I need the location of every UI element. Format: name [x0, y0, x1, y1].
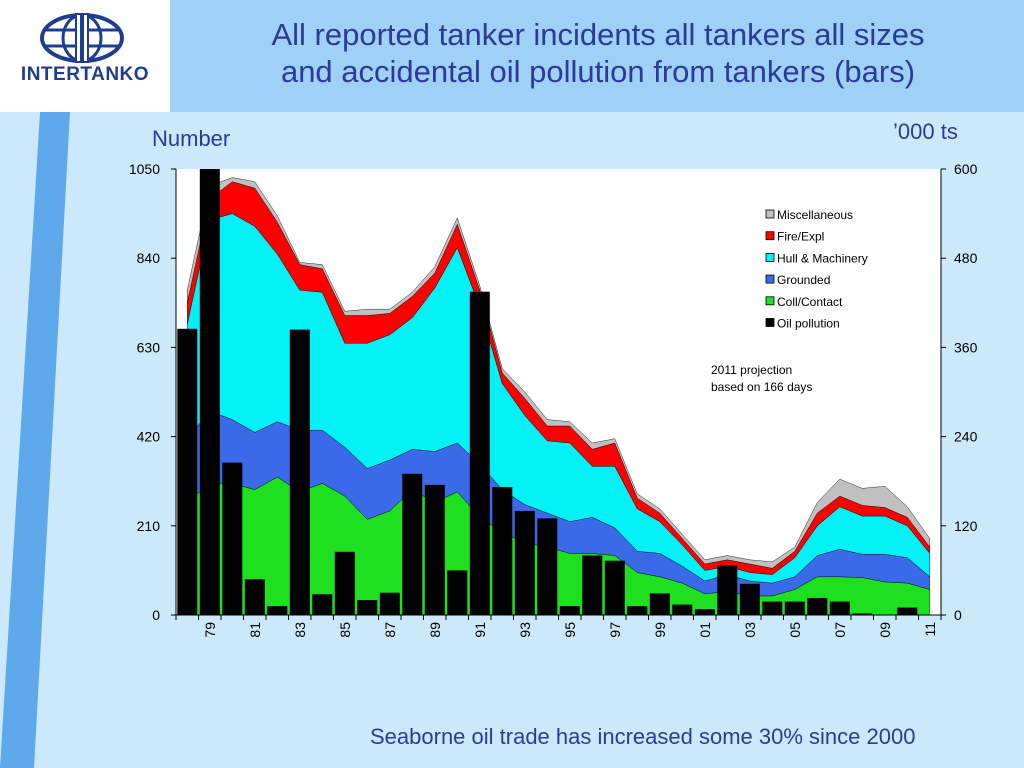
oil-pollution-bar	[334, 551, 355, 615]
oil-pollution-bar	[199, 169, 220, 615]
y-left-tick-label: 1050	[129, 161, 160, 177]
oil-pollution-bar	[717, 565, 738, 615]
intertanko-logo: INTERTANKO	[0, 0, 170, 112]
x-tick-label: 05	[787, 622, 803, 638]
y-right-tick-label: 360	[954, 339, 978, 355]
y-left-tick-label: 840	[137, 250, 161, 266]
annotation-line-1: 2011 projection	[711, 363, 792, 377]
oil-pollution-bar	[267, 606, 288, 615]
x-tick-label: 99	[652, 622, 668, 638]
oil-pollution-bar	[627, 606, 648, 615]
logo-text: INTERTANKO	[20, 64, 150, 85]
legend-swatch	[765, 231, 775, 241]
legend-label: Miscellaneous	[777, 208, 853, 222]
oil-pollution-bar	[897, 607, 918, 615]
oil-pollution-bar	[694, 609, 715, 615]
header-band	[0, 0, 1024, 112]
y-axis-left-label: Number	[152, 126, 231, 151]
y-right-tick-label: 480	[954, 250, 978, 266]
oil-pollution-bar	[222, 462, 243, 615]
oil-pollution-bar	[852, 613, 873, 615]
oil-pollution-bar	[469, 291, 490, 615]
y-left-tick-label: 0	[152, 607, 160, 623]
legend-label: Grounded	[777, 273, 830, 287]
title-line-2: and accidental oil pollution from tanker…	[280, 54, 916, 89]
page-title: All reported tanker incidents all tanker…	[180, 16, 1016, 90]
oil-pollution-bar	[312, 594, 333, 615]
y-left-tick-label: 420	[137, 429, 161, 445]
oil-pollution-bar	[739, 583, 760, 615]
oil-pollution-bar	[379, 592, 400, 615]
y-left-tick-label: 630	[137, 339, 161, 355]
oil-pollution-bar	[177, 328, 198, 615]
oil-pollution-bar	[492, 487, 513, 615]
x-tick-label: 11	[922, 622, 938, 637]
area-miscellaneous	[187, 177, 930, 569]
y-axis-right-label: ’000 ts	[893, 119, 958, 144]
oil-pollution-bar	[829, 601, 850, 615]
oil-pollution-bar	[289, 329, 310, 615]
oil-pollution-bar	[604, 560, 625, 615]
x-tick-label: 07	[832, 622, 848, 638]
oil-pollution-bar	[582, 555, 603, 615]
oil-pollution-bar	[402, 473, 423, 615]
x-tick-label: 89	[427, 622, 443, 638]
legend-label: Hull & Machinery	[777, 251, 868, 265]
oil-pollution-bar	[784, 601, 805, 615]
oil-pollution-bar	[559, 606, 580, 615]
oil-pollution-bar	[357, 600, 378, 615]
oil-pollution-bar	[762, 601, 783, 615]
oil-pollution-bar	[807, 597, 828, 615]
y-right-tick-label: 600	[954, 161, 978, 177]
y-right-tick-label: 240	[954, 429, 978, 445]
oil-pollution-bar	[649, 593, 670, 615]
oil-pollution-bar	[672, 604, 693, 615]
x-tick-label: 91	[472, 622, 488, 638]
caption: Seaborne oil trade has increased some 30…	[370, 724, 916, 749]
legend-swatch	[765, 296, 775, 306]
legend-swatch	[765, 252, 775, 262]
x-tick-label: 09	[877, 622, 893, 638]
x-tick-label: 83	[292, 622, 308, 638]
x-tick-label: 01	[697, 622, 713, 638]
y-left-tick-label: 210	[137, 518, 161, 534]
x-tick-label: 93	[517, 622, 533, 638]
title-line-1: All reported tanker incidents all tanker…	[271, 17, 925, 52]
x-tick-label: 03	[742, 622, 758, 638]
x-tick-label: 85	[337, 622, 353, 638]
x-tick-label: 87	[382, 622, 398, 638]
oil-pollution-bar	[244, 579, 265, 615]
legend-swatch	[765, 274, 775, 284]
legend-label: Coll/Contact	[777, 295, 843, 309]
legend-label: Oil pollution	[777, 317, 840, 331]
x-tick-label: 79	[202, 622, 218, 638]
oil-pollution-bar	[537, 518, 558, 615]
legend-swatch	[765, 318, 775, 327]
oil-pollution-bar	[514, 510, 535, 615]
x-tick-label: 97	[607, 622, 623, 638]
annotation-line-2: based on 166 days	[711, 380, 812, 394]
oil-pollution-bar	[424, 484, 445, 615]
x-tick-label: 95	[562, 622, 578, 638]
legend-swatch	[765, 209, 775, 219]
y-right-tick-label: 0	[954, 607, 962, 623]
y-right-tick-label: 120	[954, 518, 978, 534]
x-tick-label: 81	[247, 622, 263, 638]
globe-icon	[40, 13, 124, 63]
oil-pollution-bar	[447, 570, 468, 615]
legend-label: Fire/Expl	[777, 230, 824, 244]
